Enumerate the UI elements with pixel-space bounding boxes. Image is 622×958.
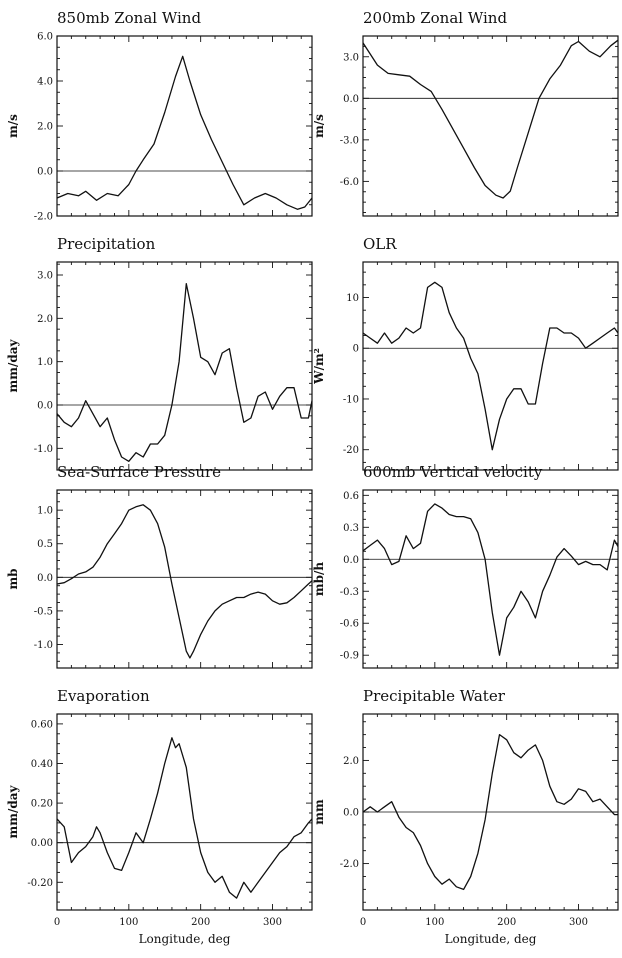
y-tick-label: -2.0 — [340, 859, 359, 870]
x-tick-label: 100 — [119, 917, 138, 928]
series-line — [362, 39, 619, 199]
plot-frame — [56, 261, 313, 471]
y-tick-label: -1.0 — [34, 444, 53, 455]
y-tick-label: -0.9 — [340, 651, 359, 662]
y-tick-label: 1.0 — [37, 357, 53, 368]
x-tick-label: 0 — [360, 917, 366, 928]
plot-frame — [362, 261, 619, 471]
y-tick-label: 0.6 — [343, 491, 359, 502]
y-tick-label: 1.0 — [37, 506, 53, 517]
x-tick-label: 0 — [54, 917, 60, 928]
y-tick-label: 2.0 — [37, 122, 53, 133]
series-line — [56, 504, 313, 659]
y-tick-label: 0 — [353, 344, 359, 355]
x-tick-label: 300 — [569, 917, 588, 928]
y-tick-label: -2.0 — [34, 212, 53, 223]
y-tick-label: -0.5 — [34, 606, 53, 617]
x-axis-label: Longitude, deg — [139, 932, 231, 946]
y-axis-label: mm — [312, 799, 326, 825]
y-axis-label: W/m² — [312, 348, 326, 385]
y-tick-label: 10 — [346, 293, 359, 304]
y-tick-label: 2.0 — [343, 756, 359, 767]
plot-frame — [56, 713, 313, 911]
y-axis-label: mm/day — [6, 339, 20, 393]
y-tick-label: 0.0 — [343, 94, 359, 105]
y-axis-label: mb — [6, 568, 20, 589]
plot-frame — [362, 35, 619, 217]
series-line — [362, 503, 619, 656]
x-axis-label: Longitude, deg — [445, 932, 537, 946]
x-tick-label: 200 — [497, 917, 516, 928]
y-tick-label: 4.0 — [37, 77, 53, 88]
y-tick-label: -0.3 — [340, 587, 359, 598]
panel-title: Precipitable Water — [363, 687, 506, 705]
y-tick-label: -6.0 — [340, 177, 359, 188]
chart-panel-4: OLR -20 -10 0 10 W/m² — [312, 235, 619, 471]
y-tick-label: 0.60 — [31, 719, 53, 730]
series-line — [362, 733, 618, 891]
y-tick-label: -10 — [343, 394, 359, 405]
plot-frame — [56, 489, 313, 669]
y-tick-label: 0.40 — [31, 759, 53, 770]
y-tick-label: 0.3 — [343, 523, 359, 534]
series-line — [362, 281, 619, 451]
series-line — [56, 283, 313, 462]
panel-title: 600mb Vertical velocity — [363, 463, 543, 481]
y-tick-label: 0.0 — [37, 573, 53, 584]
y-tick-label: 0.0 — [343, 555, 359, 566]
y-tick-label: -0.20 — [27, 878, 53, 889]
y-tick-label: -0.6 — [340, 619, 359, 630]
y-axis-label: mb/h — [312, 562, 326, 596]
x-tick-label: 100 — [425, 917, 444, 928]
series-line — [56, 737, 313, 899]
y-tick-label: 2.0 — [37, 314, 53, 325]
y-tick-label: 0.0 — [343, 808, 359, 819]
y-tick-label: -20 — [343, 445, 359, 456]
y-tick-label: 0.00 — [31, 838, 53, 849]
panel-title: Evaporation — [57, 687, 150, 705]
y-tick-label: 0.0 — [37, 167, 53, 178]
chart-panel-3: Precipitation -1.0 0.0 1.0 2.0 3.0 mm/day — [6, 235, 313, 471]
x-tick-label: 200 — [191, 917, 210, 928]
chart-panel-7: Evaporation 0 100 200 300 -0.20 0.00 0.20 0.40 0.… — [6, 687, 313, 946]
y-axis-label: mm/day — [6, 785, 20, 839]
y-tick-label: 0.5 — [37, 539, 53, 550]
y-tick-label: -3.0 — [340, 135, 359, 146]
panel-title: Precipitation — [57, 235, 156, 253]
y-tick-label: 0.0 — [37, 401, 53, 412]
chart-panel-6: 600mb Vertical velocity -0.9 -0.6 -0.3 0.0 0.… — [312, 463, 619, 669]
y-axis-label: m/s — [312, 114, 326, 138]
chart-panel-2: 200mb Zonal Wind -6.0 -3.0 0.0 3.0 m/s — [312, 9, 619, 217]
panel-title: 200mb Zonal Wind — [363, 9, 507, 27]
panel-title: 850mb Zonal Wind — [57, 9, 201, 27]
series-line — [56, 55, 313, 210]
chart-panel-1: 850mb Zonal Wind -2.0 0.0 2.0 4.0 6.0 m/s — [6, 9, 313, 223]
y-tick-label: 0.20 — [31, 799, 53, 810]
y-tick-label: 3.0 — [37, 271, 53, 282]
panel-title: OLR — [363, 235, 397, 253]
chart-panel-8: Precipitable Water 0 100 200 300 -2.0 0.0 2.0 mm… — [312, 687, 619, 946]
y-axis-label: m/s — [6, 114, 20, 138]
panel-title: Sea-Surface Pressure — [57, 463, 221, 481]
x-tick-label: 300 — [263, 917, 282, 928]
chart-panel-5: Sea-Surface Pressure -1.0 -0.5 0.0 0.5 1.0 mb — [6, 463, 313, 669]
y-tick-label: -1.0 — [34, 640, 53, 651]
y-tick-label: 6.0 — [37, 32, 53, 43]
y-tick-label: 3.0 — [343, 52, 359, 63]
plot-frame — [362, 489, 619, 669]
